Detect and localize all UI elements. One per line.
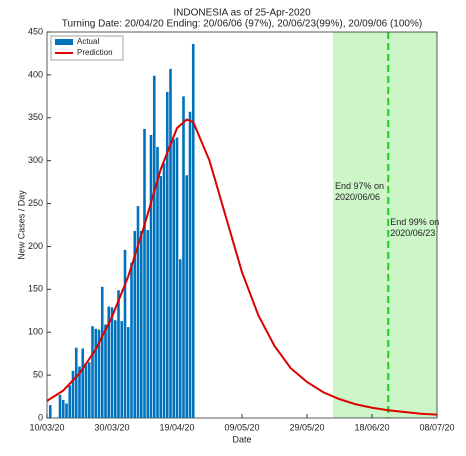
y-axis-label: New Cases / Day [16,190,26,260]
bar [113,320,117,418]
legend-label: Prediction [77,48,113,57]
bar [143,128,146,418]
bar [120,321,124,418]
x-tick-label: 10/03/20 [29,422,64,432]
bar [169,68,172,418]
bar [94,328,98,418]
bar [159,176,163,418]
x-tick-label: 09/05/20 [224,422,259,432]
annotation: 2020/06/06 [335,192,380,202]
x-tick-label: 19/04/20 [159,422,194,432]
bar [130,262,133,418]
bar [61,399,65,418]
x-axis-label: Date [232,434,251,444]
bar [149,134,153,418]
bar [188,111,192,419]
y-tick-label: 300 [28,155,43,165]
bar [91,326,94,418]
y-tick-label: 0 [38,412,43,422]
bar [123,249,127,418]
chart-title: INDONESIA as of 25-Apr-2020 [173,8,311,19]
bar [58,394,62,418]
y-tick-label: 100 [28,327,43,337]
bar [78,366,81,418]
legend-label: Actual [77,37,99,46]
bar [182,96,185,418]
bar [133,231,137,418]
bar [191,44,195,419]
y-tick-label: 50 [33,369,43,379]
bar [172,139,176,418]
bar [146,230,150,418]
x-tick-label: 08/07/20 [419,422,454,432]
y-tick-label: 450 [28,26,43,36]
bar [104,324,107,418]
legend-swatch [55,39,73,45]
bar [84,363,88,418]
bar [81,348,85,418]
annotation: 2020/06/23 [390,228,435,238]
bar [126,327,130,418]
annotation: End 97% on [335,181,384,191]
legend: Actual Prediction [50,35,124,61]
y-tick-label: 400 [28,69,43,79]
bar [48,405,52,418]
bar [97,329,101,418]
annotation: End 99% on [390,217,439,227]
y-tick-label: 250 [28,198,43,208]
bar [152,75,156,418]
prediction-line [46,118,438,416]
x-tick-label: 29/05/20 [289,422,324,432]
y-tick-label: 200 [28,241,43,251]
bar [117,290,120,418]
y-tick-label: 150 [28,284,43,294]
bar [136,206,140,418]
bar [68,385,72,418]
bar [139,231,143,418]
bar [87,362,91,418]
bar [178,259,182,418]
bar [156,146,159,419]
bar [162,163,166,418]
bar [175,137,179,419]
bar [100,286,104,418]
y-tick-label: 350 [28,112,43,122]
bar [107,306,111,418]
bar [185,175,189,418]
bar [165,92,169,419]
bar [65,403,68,418]
x-tick-label: 30/03/20 [94,422,129,432]
end-region [333,32,437,418]
bar [71,370,75,418]
chart-subtitle: Turning Date: 20/04/20 Ending: 20/06/06 … [62,19,422,30]
bar [110,307,114,418]
bar [74,347,78,418]
x-tick-label: 18/06/20 [354,422,389,432]
